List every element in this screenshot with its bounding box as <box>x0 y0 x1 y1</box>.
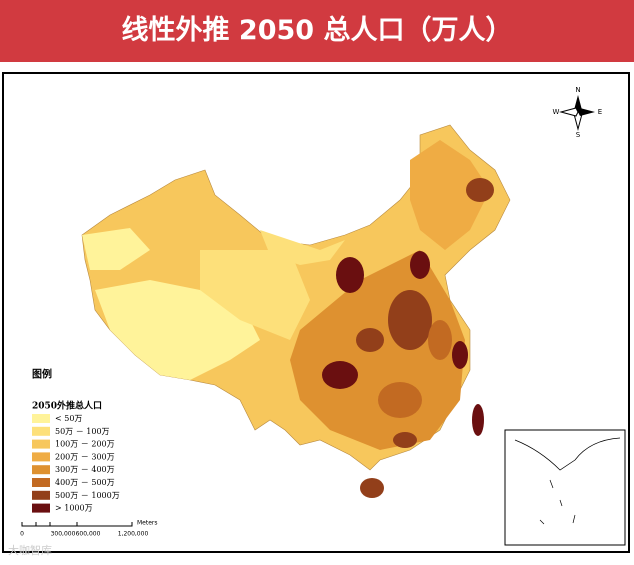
region <box>322 361 358 389</box>
compass: N S W E <box>553 86 603 139</box>
legend-swatch <box>32 426 50 436</box>
compass-s: S <box>576 131 581 139</box>
legend-label: > 1000万 <box>55 504 93 513</box>
legend-label: 200万 － 300万 <box>55 452 115 461</box>
region <box>360 478 384 498</box>
legend-label: 100万 － 200万 <box>55 440 115 449</box>
inset-frame <box>504 429 626 546</box>
region <box>472 404 484 436</box>
legend-swatch <box>32 439 50 449</box>
legend-swatch <box>32 465 50 475</box>
scale-label: 1,200,000 <box>118 531 149 538</box>
compass-e: E <box>598 108 602 116</box>
legend-swatch <box>32 452 50 462</box>
title: 线性外推 2050 总人口（万人） <box>0 0 634 62</box>
region <box>95 280 260 380</box>
compass-n: N <box>575 86 580 94</box>
region <box>452 341 468 369</box>
region <box>82 228 150 270</box>
legend-swatch <box>32 414 50 423</box>
legend-subtitle: 2050外推总人口 <box>32 400 102 412</box>
compass-w: W <box>553 108 560 116</box>
region <box>393 432 417 448</box>
region <box>388 290 432 350</box>
legend-swatch <box>32 478 50 487</box>
legend-label: 400万 － 500万 <box>55 478 115 487</box>
scale-unit: Meters <box>137 520 158 527</box>
region <box>336 257 364 293</box>
scale-label: 600,000 <box>76 531 101 538</box>
region <box>378 382 422 418</box>
region <box>200 250 310 340</box>
legend-label: 300万 － 400万 <box>55 465 115 474</box>
region <box>466 178 494 202</box>
legend-swatch <box>32 503 50 513</box>
inset-coast <box>514 437 621 471</box>
compass-arrow <box>578 108 595 116</box>
watermark: 大咖智库 <box>8 543 52 557</box>
region <box>260 230 345 265</box>
scale-label: 0 <box>20 531 24 538</box>
legend-label: 500万 － 1000万 <box>55 491 120 500</box>
china-map <box>81 124 511 498</box>
legend-label: < 50万 <box>55 414 82 423</box>
region <box>410 251 430 279</box>
scale-label: 300,000 <box>51 531 76 538</box>
region <box>410 140 490 250</box>
legend: < 50万 50万 － 100万 100万 － 200万 200万 － 300万 300… <box>32 414 120 513</box>
scale-bar: 0 300,000 600,000 1,200,000 Meters <box>20 520 157 538</box>
legend-swatch <box>32 490 50 500</box>
region <box>356 328 384 352</box>
legend-label: 50万 － 100万 <box>55 427 110 436</box>
region <box>428 320 452 360</box>
inset-islands <box>539 479 576 525</box>
legend-title: 图例 <box>32 368 52 381</box>
